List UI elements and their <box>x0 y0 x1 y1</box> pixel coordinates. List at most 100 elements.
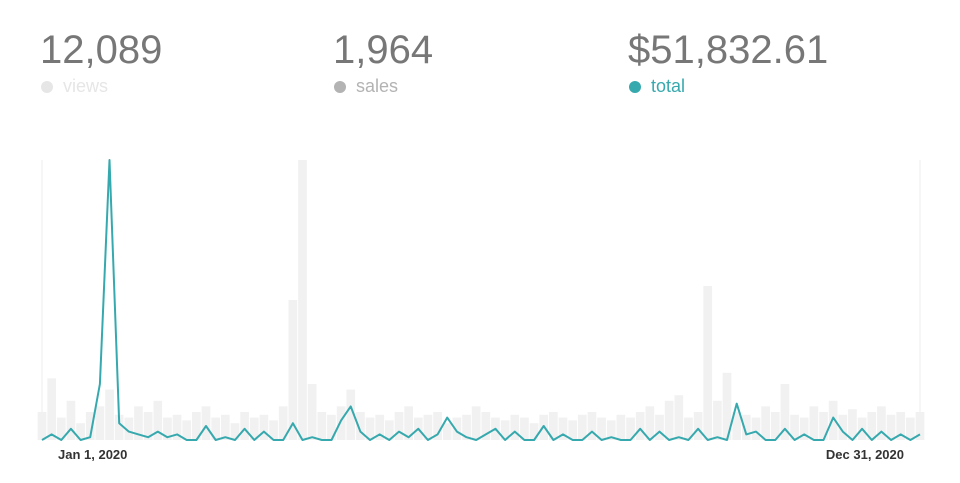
stat-value: $51,832.61 <box>628 28 828 72</box>
view-bar <box>394 412 404 440</box>
view-bar <box>192 412 201 440</box>
view-bar <box>684 417 693 440</box>
view-bar <box>558 417 568 440</box>
view-bar <box>105 389 114 440</box>
view-bar <box>95 406 105 440</box>
view-bar <box>867 412 877 440</box>
view-bar <box>298 160 307 440</box>
view-bar <box>365 417 375 440</box>
view-bar <box>626 417 635 440</box>
view-bar <box>819 412 828 440</box>
view-bar <box>645 406 655 440</box>
view-bar <box>761 406 770 440</box>
view-bar <box>249 417 259 440</box>
view-bar <box>741 414 751 440</box>
view-bar <box>37 412 47 440</box>
view-bar <box>288 300 298 440</box>
view-bar <box>597 417 606 440</box>
view-bar <box>423 414 433 440</box>
view-bar <box>481 412 491 440</box>
view-bar <box>896 412 906 440</box>
view-bar <box>259 414 269 440</box>
view-bar <box>384 420 394 440</box>
view-bar <box>230 423 240 440</box>
view-bar <box>143 412 153 440</box>
total-line <box>41 159 921 441</box>
view-bar <box>124 417 134 440</box>
view-bar <box>220 414 230 440</box>
view-bar <box>616 414 626 440</box>
view-bar <box>703 286 713 440</box>
view-bar <box>549 412 558 440</box>
view-bar <box>886 414 896 440</box>
view-bar <box>66 400 76 440</box>
view-bar <box>433 412 442 440</box>
legend-dot[interactable] <box>334 81 346 93</box>
legend-label[interactable]: total <box>651 76 685 96</box>
legend-dot[interactable] <box>629 81 641 93</box>
view-bar <box>635 412 645 440</box>
view-bar <box>510 414 520 440</box>
view-bar <box>462 414 471 440</box>
view-bar <box>240 412 249 440</box>
x-tick-label: Dec 31, 2020 <box>826 447 904 462</box>
legend-label[interactable]: views <box>63 76 108 96</box>
view-bar <box>577 414 587 440</box>
view-bar <box>317 412 327 440</box>
view-bar <box>520 417 529 440</box>
view-bar <box>664 400 674 440</box>
view-bar <box>713 400 722 440</box>
view-bar <box>568 420 578 440</box>
view-bar <box>404 406 413 440</box>
view-bar <box>809 406 819 440</box>
view-bar <box>114 414 124 440</box>
view-bar <box>346 389 356 440</box>
view-bar <box>269 420 278 440</box>
view-bar <box>674 395 684 440</box>
view-bar <box>915 412 925 440</box>
legend-label[interactable]: sales <box>356 76 398 96</box>
view-bar <box>375 414 385 440</box>
view-bar <box>211 417 221 440</box>
view-bar <box>336 406 346 440</box>
view-bar <box>906 417 915 440</box>
view-bar <box>134 406 143 440</box>
view-bar <box>201 406 211 440</box>
view-bar <box>877 406 886 440</box>
view-bar <box>799 417 809 440</box>
view-bar <box>172 414 182 440</box>
view-bar <box>838 414 848 440</box>
view-bar <box>732 412 742 440</box>
view-bar <box>182 420 192 440</box>
view-bar <box>153 400 163 440</box>
view-bar <box>76 423 85 440</box>
legend-dot[interactable] <box>41 81 53 93</box>
stat-value: 1,964 <box>333 28 433 72</box>
view-bar <box>442 423 452 440</box>
x-tick-label: Jan 1, 2020 <box>58 447 127 462</box>
view-bar <box>85 412 95 440</box>
view-bar <box>56 417 66 440</box>
view-bar <box>722 372 732 440</box>
view-bar <box>529 423 539 440</box>
view-bar <box>307 384 317 440</box>
view-bar <box>751 417 761 440</box>
view-bar <box>790 414 799 440</box>
view-bar <box>655 414 664 440</box>
view-bar <box>47 378 56 440</box>
view-bar <box>828 400 838 440</box>
stat-value: 12,089 <box>40 28 162 72</box>
view-bar <box>587 412 597 440</box>
view-bar <box>278 406 288 440</box>
view-bar <box>693 412 703 440</box>
view-bar <box>471 406 481 440</box>
view-bar <box>163 417 172 440</box>
view-bar <box>780 384 790 440</box>
view-bar <box>327 414 336 440</box>
view-bar <box>848 409 857 440</box>
view-bar <box>452 417 462 440</box>
view-bar <box>356 412 365 440</box>
view-bar <box>500 420 510 440</box>
